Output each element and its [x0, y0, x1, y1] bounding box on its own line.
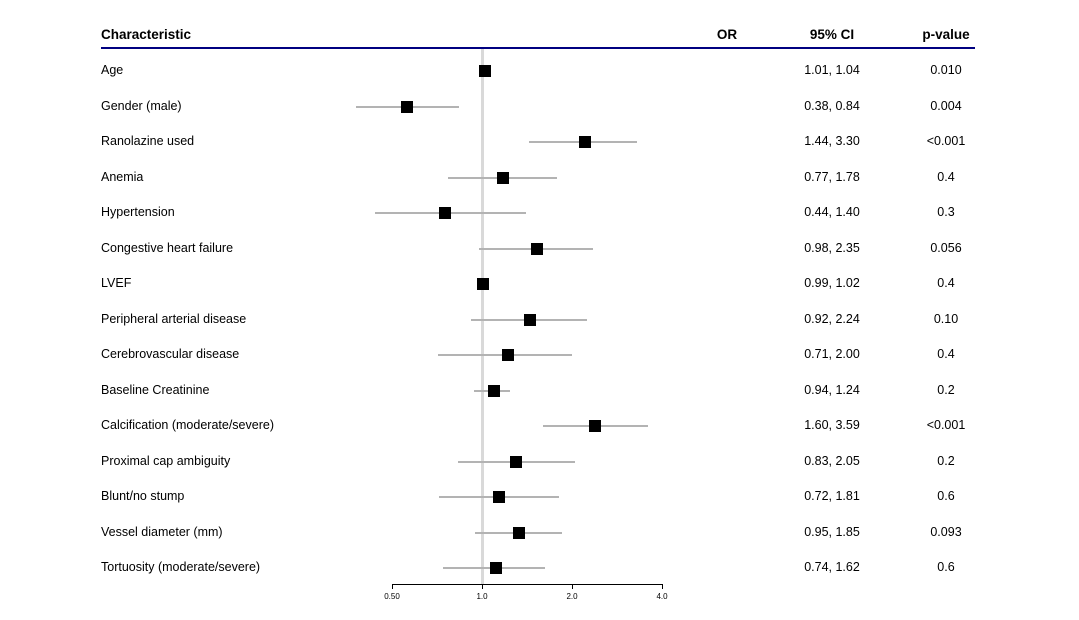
x-axis-line: [392, 584, 662, 585]
or-point-marker: [501, 349, 514, 361]
x-axis-tick: [662, 584, 663, 589]
ci-value: 0.95, 1.85: [804, 524, 860, 539]
or-point-marker: [513, 526, 526, 539]
p-value: 0.4: [937, 169, 955, 184]
p-value: 0.2: [937, 382, 955, 397]
row-label: Tortuosity (moderate/severe): [101, 560, 261, 574]
row-label: Gender (male): [101, 98, 182, 113]
x-axis-tick-label: 1.0: [476, 592, 488, 601]
x-axis-tick: [482, 584, 483, 589]
row-label: Age: [101, 63, 124, 77]
row-label: Cerebrovascular disease: [101, 347, 240, 361]
or-point-marker: [497, 171, 510, 184]
or-point-marker: [488, 384, 501, 397]
x-axis-tick-label: 0.50: [384, 592, 400, 601]
or-point-marker: [493, 491, 505, 503]
or-point-marker: [524, 313, 537, 326]
row-label: Peripheral arterial disease: [101, 311, 247, 326]
p-value: 0.10: [933, 311, 959, 326]
or-point-marker: [477, 278, 490, 290]
ci-value: 0.77, 1.78: [804, 169, 860, 184]
row-label: Blunt/no stump: [101, 489, 185, 503]
or-point-marker: [438, 207, 451, 219]
or-point-marker: [400, 100, 413, 113]
row-label: LVEF: [101, 276, 132, 290]
row-label: Hypertension: [101, 205, 175, 219]
column-header-or: OR: [716, 27, 738, 42]
header-rule: [101, 47, 975, 49]
ci-value: 1.01, 1.04: [804, 63, 860, 77]
p-value: 0.010: [930, 63, 962, 77]
or-point-marker: [478, 65, 491, 77]
x-axis-tick-label: 4.0: [656, 592, 668, 601]
x-axis-tick: [572, 584, 573, 589]
row-label: Vessel diameter (mm): [101, 524, 223, 539]
ci-value: 0.99, 1.02: [804, 276, 860, 290]
p-value: 0.2: [937, 453, 955, 468]
p-value: <0.001: [926, 418, 966, 432]
column-header-characteristic: Characteristic: [101, 27, 192, 42]
column-header-pvalue: p-value: [922, 27, 970, 42]
p-value: 0.4: [937, 276, 955, 290]
p-value: 0.056: [930, 240, 962, 255]
p-value: 0.6: [937, 489, 955, 503]
p-value: 0.004: [930, 98, 962, 113]
reference-line-or-1: [480, 49, 484, 584]
row-label: Proximal cap ambiguity: [101, 453, 231, 468]
column-header-ci: 95% CI: [809, 27, 855, 42]
x-axis-tick: [392, 584, 393, 589]
or-point-marker: [531, 242, 544, 255]
ci-value: 0.72, 1.81: [804, 489, 860, 503]
x-axis-tick-label: 2.0: [566, 592, 578, 601]
ci-value: 1.44, 3.30: [804, 134, 860, 148]
ci-value: 1.60, 3.59: [804, 418, 860, 432]
row-label: Anemia: [101, 169, 144, 184]
ci-value: 0.38, 0.84: [804, 98, 860, 113]
p-value: 0.4: [937, 347, 955, 361]
ci-value: 0.94, 1.24: [804, 382, 860, 397]
ci-value: 0.44, 1.40: [804, 205, 860, 219]
or-point-marker: [489, 562, 502, 574]
p-value: <0.001: [926, 134, 966, 148]
ci-value: 0.98, 2.35: [804, 240, 860, 255]
ci-value: 0.83, 2.05: [804, 453, 860, 468]
row-label: Calcification (moderate/severe): [101, 418, 274, 432]
or-point-marker: [578, 136, 591, 148]
or-point-marker: [510, 455, 523, 468]
p-value: 0.6: [937, 560, 955, 574]
p-value: 0.093: [930, 524, 962, 539]
ci-value: 0.71, 2.00: [804, 347, 860, 361]
ci-value: 0.74, 1.62: [804, 560, 860, 574]
ci-value: 0.92, 2.24: [804, 311, 860, 326]
or-point-marker: [588, 420, 601, 432]
row-label: Congestive heart failure: [101, 240, 234, 255]
p-value: 0.3: [937, 205, 955, 219]
row-label: Ranolazine used: [101, 134, 195, 148]
row-label: Baseline Creatinine: [101, 382, 210, 397]
